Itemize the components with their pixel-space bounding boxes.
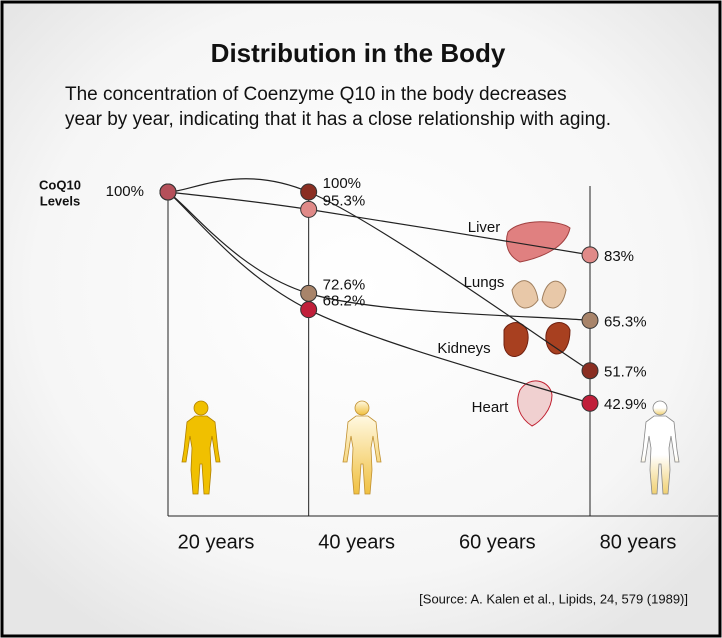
source: [Source: A. Kalen et al., Lipids, 24, 57… [419, 591, 688, 606]
subtitle: year by year, indicating that it has a c… [65, 109, 611, 130]
value-label: 100% [323, 175, 361, 192]
data-point [300, 200, 318, 218]
x-tick-label: 40 years [318, 531, 395, 553]
x-tick-label: 60 years [459, 531, 536, 553]
data-point [581, 394, 599, 412]
organs [503, 221, 571, 427]
y-label: Levels [40, 193, 80, 208]
subtitle: The concentration of Coenzyme Q10 in the… [65, 84, 567, 105]
chart-title: Distribution in the Body [211, 38, 506, 68]
data-point [300, 301, 318, 319]
series-line [167, 178, 591, 372]
value-label: 68.2% [323, 293, 366, 310]
legend-label: Kidneys [437, 340, 490, 357]
value-label: 42.9% [604, 396, 647, 413]
x-tick-label: 80 years [600, 531, 677, 553]
legend-label: Liver [468, 219, 501, 236]
value-label: 72.6% [323, 276, 366, 293]
series-line [167, 191, 591, 256]
y-label: CoQ10 [39, 177, 81, 192]
legend-label: Lungs [464, 274, 505, 291]
data-point [300, 284, 318, 302]
legend-label: Heart [472, 399, 510, 416]
data-point [581, 246, 599, 264]
y-tick-label: 100% [106, 183, 144, 200]
value-label: 83% [604, 248, 634, 265]
value-label: 65.3% [604, 313, 647, 330]
data-point [159, 183, 177, 201]
value-label: 95.3% [323, 192, 366, 209]
series-line [167, 191, 591, 404]
data-point [300, 183, 318, 201]
value-label: 51.7% [604, 364, 647, 381]
data-point [581, 362, 599, 380]
data-point [581, 311, 599, 329]
x-tick-label: 20 years [178, 531, 255, 553]
